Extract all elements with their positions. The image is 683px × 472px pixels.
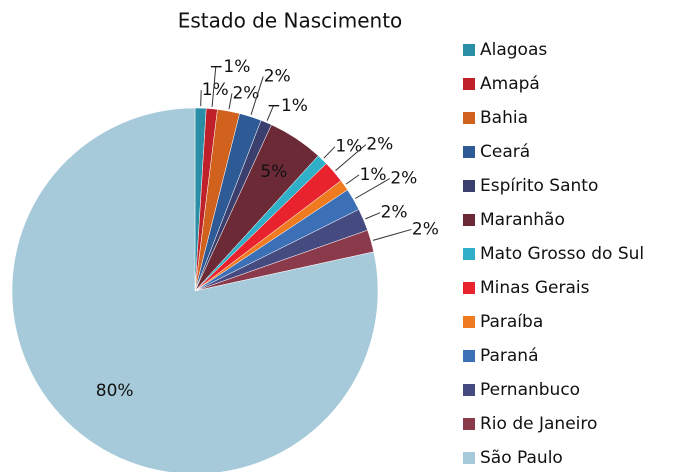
data-label: 2% — [264, 67, 291, 87]
legend-swatch — [463, 418, 475, 430]
legend-label: Maranhão — [480, 210, 565, 230]
legend-label: Rio de Janeiro — [480, 414, 597, 434]
leader-line — [228, 93, 233, 110]
data-label: 1% — [202, 80, 229, 100]
data-label: −1% — [209, 57, 250, 77]
data-label: 2% — [412, 219, 439, 239]
leader-line — [250, 76, 264, 115]
legend-swatch — [463, 214, 475, 226]
legend-swatch — [463, 44, 475, 56]
pie-slice — [11, 107, 379, 472]
data-label: 5% — [260, 162, 287, 182]
legend-swatch — [463, 282, 475, 294]
leader-line — [211, 66, 217, 107]
data-label: 2% — [390, 169, 417, 189]
legend-swatch — [463, 146, 475, 158]
legend-swatch — [463, 350, 475, 362]
leader-line — [266, 105, 274, 121]
legend-label: Minas Gerais — [480, 278, 590, 298]
legend-label: Paraíba — [480, 312, 543, 332]
legend-label: Alagoas — [480, 40, 547, 60]
legend-swatch — [463, 452, 475, 464]
legend-label: Ceará — [480, 142, 530, 162]
leader-line — [354, 178, 391, 199]
data-label: 80% — [96, 381, 134, 401]
legend-label: Espírito Santo — [480, 176, 598, 196]
leader-line — [335, 144, 367, 172]
legend-swatch — [463, 316, 475, 328]
data-label: 1% — [335, 137, 362, 157]
legend-swatch — [463, 384, 475, 396]
data-label: −1% — [267, 96, 308, 116]
data-label: 2% — [366, 135, 393, 155]
leader-line — [323, 146, 336, 159]
legend-label: Paraná — [480, 346, 539, 366]
legend-label: Mato Grosso do Sul — [480, 244, 644, 264]
data-label: 2% — [232, 83, 259, 103]
legend-label: São Paulo — [480, 448, 563, 468]
leader-line — [365, 212, 381, 220]
legend-swatch — [463, 78, 475, 90]
legend-swatch — [463, 180, 475, 192]
chart-title: Estado de Nascimento — [178, 9, 403, 33]
data-label: 2% — [381, 203, 408, 223]
leader-line — [372, 228, 412, 241]
legend-label: Amapá — [480, 74, 540, 94]
legend-label: Bahia — [480, 108, 528, 128]
legend-swatch — [463, 112, 475, 124]
leader-line — [345, 174, 360, 185]
data-label: 1% — [360, 165, 387, 185]
legend-swatch — [463, 248, 475, 260]
legend-label: Pernanbuco — [480, 380, 580, 400]
